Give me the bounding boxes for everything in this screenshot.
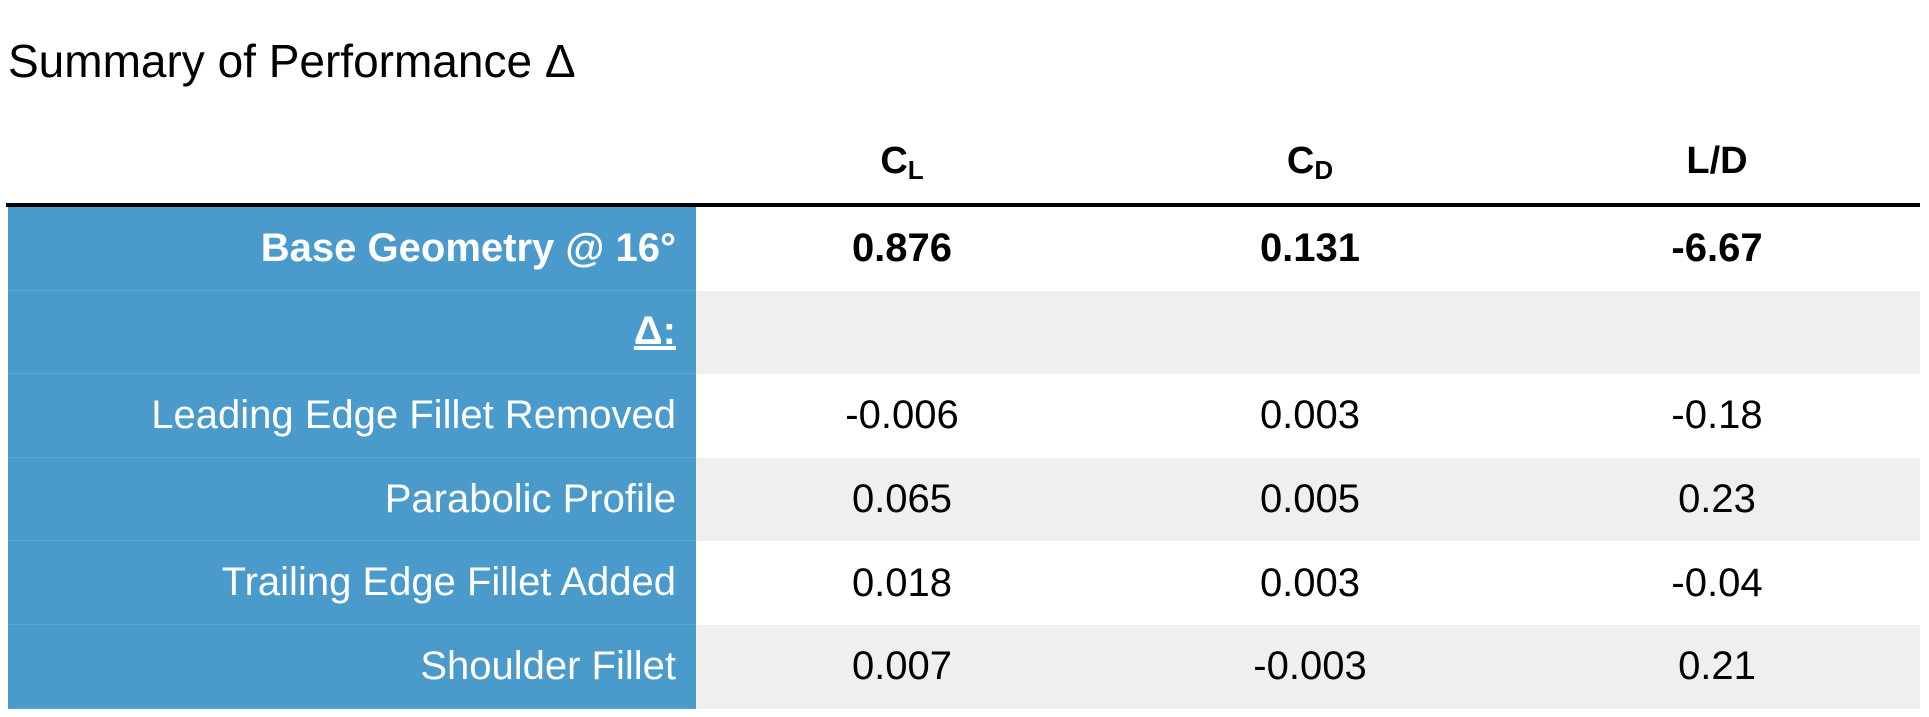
cell: -0.006: [845, 393, 959, 438]
cell: -0.04: [1671, 560, 1763, 605]
cell: 0.003: [1259, 393, 1361, 438]
column-header: CL: [698, 140, 1106, 190]
header-rule: [6, 203, 1920, 207]
row-background: [696, 541, 1920, 625]
column-header-text: C: [1286, 140, 1315, 182]
row-background: [696, 290, 1920, 375]
cell: -0.18: [1671, 393, 1763, 438]
column-header: L/D: [1513, 140, 1921, 190]
column-header-text: C: [880, 140, 908, 182]
row-label: Leading Edge Fillet Removed: [8, 374, 696, 458]
row-background: [696, 625, 1920, 709]
cell: 0.23: [1678, 477, 1756, 522]
cell: 0.21: [1678, 644, 1756, 689]
column-header-text: L/D: [1686, 140, 1748, 182]
cell: 0.131: [1259, 226, 1361, 271]
cell: 0.005: [1259, 477, 1361, 522]
row-background: [696, 374, 1920, 458]
row-label: Base Geometry @ 16°: [8, 207, 696, 291]
cell: -6.67: [1671, 226, 1763, 271]
row-label: Parabolic Profile: [8, 457, 696, 542]
column-header-subscript: L: [907, 155, 924, 185]
row-label: Shoulder Fillet: [8, 625, 696, 709]
row-label: Trailing Edge Fillet Added: [8, 541, 696, 625]
cell: -0.003: [1253, 644, 1367, 689]
column-header-subscript: D: [1314, 155, 1334, 185]
title: Summary of Performance Δ: [8, 35, 576, 87]
cell: 0.018: [851, 560, 953, 605]
cell: 0.007: [851, 644, 953, 689]
cell: 0.876: [851, 226, 953, 271]
row-background: [696, 457, 1920, 542]
cell: 0.065: [851, 477, 953, 522]
row-background: [696, 207, 1920, 291]
column-header: CD: [1106, 140, 1514, 190]
cell: 0.003: [1259, 560, 1361, 605]
row-label: Δ:: [8, 290, 696, 375]
